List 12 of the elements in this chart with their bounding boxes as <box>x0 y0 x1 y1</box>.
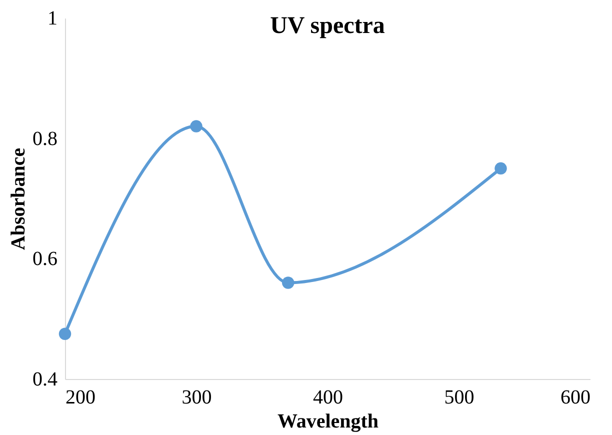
chart-title: UV spectra <box>270 13 385 39</box>
x-tick-label: 200 <box>66 386 96 408</box>
x-tick-label: 300 <box>182 386 212 408</box>
y-tick-label: 0.8 <box>32 128 58 150</box>
x-tick-label: 400 <box>313 386 343 408</box>
x-tick-label: 600 <box>560 386 590 408</box>
y-tick-label: 0.6 <box>32 248 58 270</box>
y-tick-label: 1 <box>48 8 58 30</box>
y-tick-label: 0.4 <box>32 368 58 390</box>
x-tick-label: 500 <box>444 386 474 408</box>
x-axis-title: Wavelength <box>277 410 379 432</box>
y-axis-title: Absorbance <box>8 148 30 250</box>
